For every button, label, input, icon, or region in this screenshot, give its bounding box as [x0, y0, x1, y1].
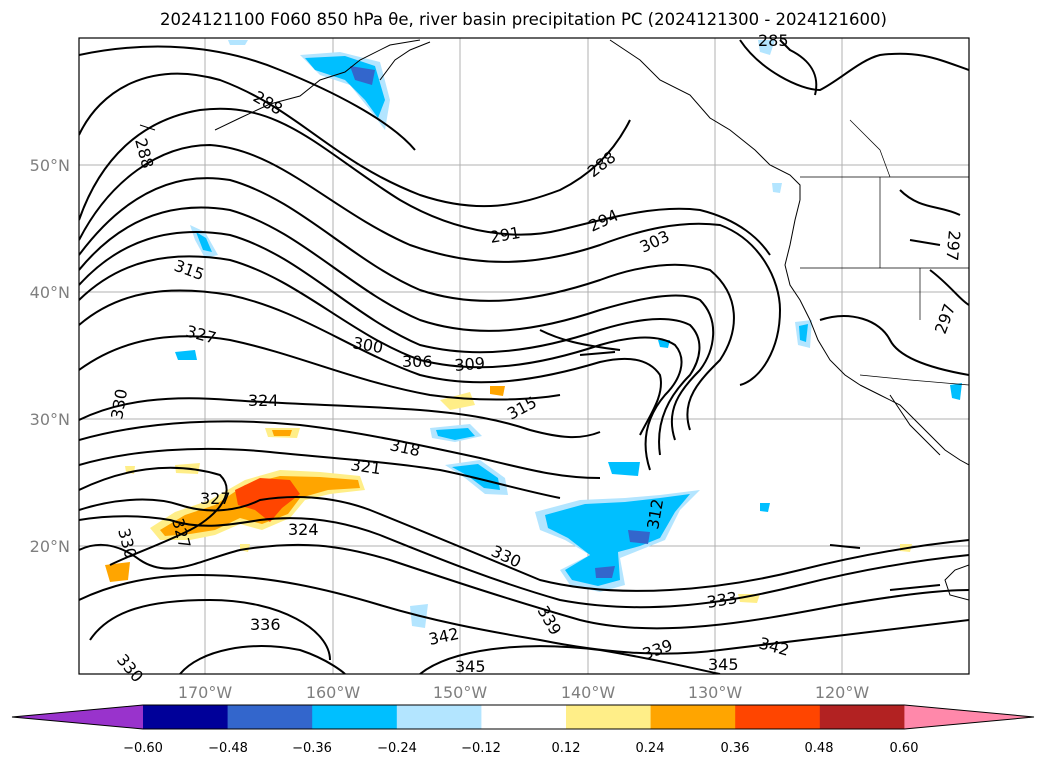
map-area — [79, 38, 969, 674]
colorbar-ticks: −0.60 −0.48 −0.36 −0.24 −0.12 0.12 0.24 … — [123, 741, 918, 756]
precip-shading — [105, 40, 962, 628]
colorbar-swatch — [143, 705, 229, 729]
contour-label: 321 — [349, 455, 382, 478]
contour-label: 336 — [250, 615, 281, 634]
colorbar-extend-high — [904, 705, 1034, 729]
map-border — [78, 37, 970, 675]
colorbar-tick-label: −0.36 — [292, 741, 332, 756]
contour-label: 297 — [942, 230, 964, 262]
lat-label: 30°N — [30, 410, 70, 429]
colorbar-tick-label: 0.60 — [890, 741, 919, 756]
colorbar-swatch — [735, 705, 821, 729]
colorbar-swatch — [227, 705, 313, 729]
colorbar-tick-label: −0.48 — [208, 741, 248, 756]
contour-label-group: 288 288 285 288 291 294 303 297 297 315 … — [107, 31, 964, 686]
colorbar-tick-label: 0.12 — [552, 741, 581, 756]
lon-label: 130°W — [688, 683, 743, 702]
colorbar-extend-low — [12, 705, 143, 729]
lat-label: 50°N — [30, 156, 70, 175]
colorbar-swatch — [650, 705, 736, 729]
gridlines — [79, 38, 969, 674]
contour-label: 309 — [454, 353, 486, 375]
coastlines — [139, 39, 969, 601]
lat-label: 40°N — [30, 283, 70, 302]
latitude-labels: 50°N 40°N 30°N 20°N — [30, 156, 70, 556]
longitude-labels: 170°W 160°W 150°W 140°W 130°W 120°W — [178, 683, 870, 702]
colorbar-swatch — [312, 705, 398, 729]
lon-label: 140°W — [561, 683, 616, 702]
colorbar-tick-label: −0.24 — [377, 741, 417, 756]
colorbar — [11, 704, 1035, 730]
lon-label: 160°W — [306, 683, 361, 702]
contour-label: 285 — [758, 31, 789, 50]
colorbar-swatch — [481, 705, 567, 729]
lon-label: 150°W — [433, 683, 488, 702]
colorbar-tick-label: −0.12 — [461, 741, 501, 756]
lon-label: 120°W — [815, 683, 870, 702]
colorbar-tick-label: 0.36 — [721, 741, 750, 756]
colorbar-outline — [11, 704, 1035, 730]
lat-label: 20°N — [30, 537, 70, 556]
political-borders — [800, 119, 969, 386]
contour-label: 345 — [708, 655, 739, 674]
colorbar-tick-label: 0.24 — [636, 741, 665, 756]
contour-label: 327 — [200, 489, 231, 508]
colorbar-swatch — [566, 705, 652, 729]
contour-label: 324 — [288, 520, 319, 539]
colorbar-tick-label: 0.48 — [805, 741, 834, 756]
lon-label: 170°W — [178, 683, 233, 702]
map-title: 2024121100 F060 850 hPa θe, river basin … — [160, 10, 887, 29]
contour-label: 345 — [455, 657, 486, 676]
contour-label: 324 — [248, 391, 279, 410]
colorbar-swatch — [396, 705, 482, 729]
contour-label: 306 — [402, 352, 433, 371]
colorbar-tick-label: −0.60 — [123, 741, 163, 756]
colorbar-swatch — [819, 705, 905, 729]
theta-e-contours — [79, 39, 969, 674]
